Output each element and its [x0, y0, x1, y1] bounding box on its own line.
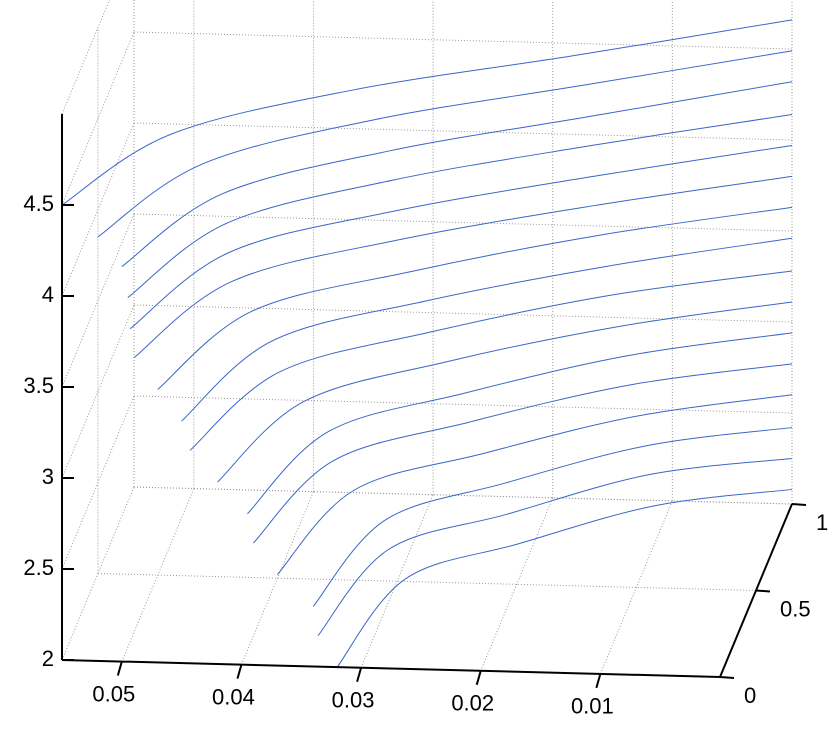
x-tick — [475, 670, 482, 686]
surface-line — [276, 394, 793, 575]
z-tick-label: 2.5 — [23, 555, 54, 580]
surface-line — [121, 81, 793, 268]
z-tick-label: 3 — [42, 464, 54, 489]
x-tick-label: 0.01 — [571, 694, 614, 719]
z-tick-label: 2 — [42, 646, 54, 671]
x-tick-label: 0.02 — [451, 691, 494, 716]
grid-line — [240, 491, 314, 665]
surface — [61, 19, 793, 668]
axes: 0.05 0.04 0.03 0.02 0.01 0 0.5 1 2 2.5 3 3.5 4 4.5 — [23, 114, 828, 719]
z-tick-label: 3.5 — [23, 373, 54, 398]
z-tick-label: 4.5 — [23, 191, 54, 216]
y-tick — [755, 589, 771, 593]
y-tick-label: 1 — [816, 510, 828, 535]
surface-line — [129, 144, 793, 330]
grid-line — [133, 486, 793, 505]
surface-line — [247, 332, 793, 515]
grid-line — [133, 486, 793, 505]
x-tick — [595, 673, 602, 689]
grid-line — [360, 494, 434, 668]
grid-line — [61, 213, 135, 388]
surface-line — [157, 206, 793, 390]
x-tick-label: 0.03 — [332, 688, 375, 713]
x-tick-label: 0.04 — [212, 684, 255, 709]
x-tick — [236, 664, 243, 679]
grid-line — [599, 500, 673, 675]
grid-line — [133, 31, 793, 50]
grid-line — [61, 122, 135, 297]
surface-line — [97, 50, 793, 238]
grid-line — [133, 304, 793, 323]
grid-line — [61, 486, 135, 661]
surface-line — [127, 114, 793, 299]
grid-line — [480, 497, 554, 672]
y-tick — [791, 503, 807, 506]
y-tick-label: 0 — [744, 683, 756, 708]
y-tick — [719, 676, 735, 679]
grid-line — [121, 488, 195, 662]
grid-line — [61, 304, 135, 479]
surface-line — [317, 458, 793, 636]
grid-line — [61, 31, 135, 206]
surface-line — [189, 270, 793, 451]
surface-line — [61, 19, 793, 206]
surface-line — [312, 427, 793, 607]
surface-line — [181, 237, 793, 422]
surface-line — [217, 301, 793, 483]
surface-line — [133, 175, 793, 359]
x-tick — [116, 661, 123, 676]
grid-line — [133, 395, 793, 414]
surface-line — [253, 363, 793, 544]
y-tick-label: 0.5 — [780, 596, 811, 621]
x-tick — [356, 667, 363, 683]
x-axis — [61, 659, 721, 678]
box-edge — [61, 0, 110, 115]
grid-line — [133, 213, 793, 232]
grid-line — [97, 573, 757, 591]
z-tick-label: 4 — [42, 282, 54, 307]
x-tick-label: 0.05 — [92, 681, 135, 706]
surface-line — [336, 488, 793, 668]
grid-line — [61, 395, 135, 570]
grid-layer — [61, 0, 793, 678]
